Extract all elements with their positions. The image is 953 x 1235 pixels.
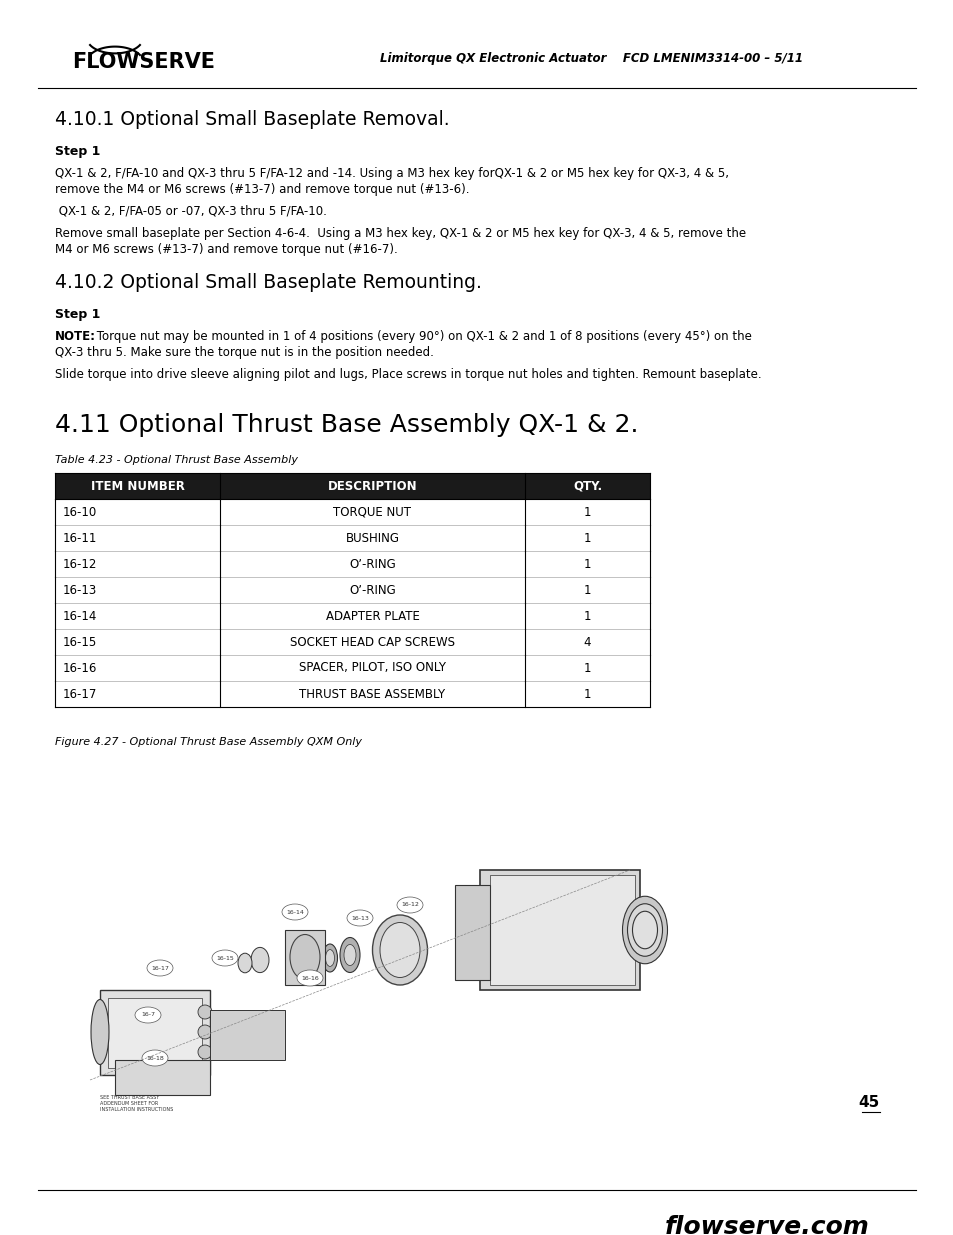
Ellipse shape [135,1007,161,1023]
Text: 16-7: 16-7 [141,1013,154,1018]
Text: 45: 45 [858,1095,879,1110]
Text: 16-18: 16-18 [146,1056,164,1061]
Text: remove the M4 or M6 screws (#13-7) and remove torque nut (#13-6).: remove the M4 or M6 screws (#13-7) and r… [55,183,469,196]
Bar [285,930,325,986]
Text: Table 4.23 - Optional Thrust Base Assembly: Table 4.23 - Optional Thrust Base Assemb… [55,454,297,466]
Text: 4: 4 [583,636,591,648]
Text: 16-10: 16-10 [63,505,97,519]
Text: SPACER, PILOT, ISO ONLY: SPACER, PILOT, ISO ONLY [298,662,446,674]
Text: 16-16: 16-16 [63,662,97,674]
Text: 16-12: 16-12 [400,903,418,908]
Text: Step 1: Step 1 [55,144,100,158]
Ellipse shape [339,937,359,972]
Ellipse shape [632,911,657,948]
Text: THRUST BASE ASSEMBLY: THRUST BASE ASSEMBLY [299,688,445,700]
Text: Torque nut may be mounted in 1 of 4 positions (every 90°) on QX-1 & 2 and 1 of 8: Torque nut may be mounted in 1 of 4 posi… [92,330,751,343]
Ellipse shape [622,897,667,963]
Text: QX-3 thru 5. Make sure the torque nut is in the position needed.: QX-3 thru 5. Make sure the torque nut is… [55,346,434,359]
Bar [455,885,490,981]
Text: 16-14: 16-14 [286,909,304,914]
Text: TORQUE NUT: TORQUE NUT [334,505,411,519]
Text: Slide torque into drive sleeve aligning pilot and lugs, Place screws in torque n: Slide torque into drive sleeve aligning … [55,368,760,382]
Ellipse shape [372,915,427,986]
Ellipse shape [322,944,337,972]
Text: 16-15: 16-15 [216,956,233,961]
Text: Remove small baseplate per Section 4-6-4.  Using a M3 hex key, QX-1 & 2 or M5 he: Remove small baseplate per Section 4-6-4… [55,227,745,240]
Text: 16-12: 16-12 [63,557,97,571]
Text: BUSHING: BUSHING [345,531,399,545]
Text: SOCKET HEAD CAP SCREWS: SOCKET HEAD CAP SCREWS [290,636,455,648]
Ellipse shape [290,935,319,979]
Ellipse shape [347,910,373,926]
Ellipse shape [282,904,308,920]
Text: DESCRIPTION: DESCRIPTION [327,479,416,493]
Ellipse shape [212,950,237,966]
Text: 16-13: 16-13 [63,583,97,597]
Text: Oʼ-RING: Oʼ-RING [349,557,395,571]
Text: Limitorque QX Electronic Actuator    FCD LMENIM3314-00 – 5/11: Limitorque QX Electronic Actuator FCD LM… [379,52,802,65]
Text: SEE THRUST BASE ASSY
ADDENDUM SHEET FOR
INSTALLATION INSTRUCTIONS: SEE THRUST BASE ASSY ADDENDUM SHEET FOR … [100,1095,173,1112]
Ellipse shape [198,1045,212,1058]
Ellipse shape [198,1025,212,1039]
Text: 1: 1 [583,557,591,571]
Text: 1: 1 [583,531,591,545]
Text: 16-17: 16-17 [63,688,97,700]
Text: 16-11: 16-11 [63,531,97,545]
Text: 16-15: 16-15 [63,636,97,648]
Text: ITEM NUMBER: ITEM NUMBER [91,479,184,493]
Text: flowserve.com: flowserve.com [664,1215,869,1235]
Ellipse shape [379,923,419,977]
Ellipse shape [627,904,661,956]
Ellipse shape [91,999,109,1065]
Ellipse shape [344,945,355,966]
Text: QX-1 & 2, F/FA-10 and QX-3 thru 5 F/FA-12 and -14. Using a M3 hex key forQX-1 & : QX-1 & 2, F/FA-10 and QX-3 thru 5 F/FA-1… [55,167,728,180]
Bar [55,473,649,499]
Text: 16-13: 16-13 [351,915,369,920]
Text: 1: 1 [583,662,591,674]
Ellipse shape [237,953,252,973]
Ellipse shape [396,897,422,913]
Text: Oʼ-RING: Oʼ-RING [349,583,395,597]
Bar [490,876,635,986]
Text: 16-16: 16-16 [301,976,318,981]
Ellipse shape [198,1005,212,1019]
Bar [100,990,210,1074]
Text: 16-17: 16-17 [151,966,169,971]
Bar [108,998,202,1068]
Ellipse shape [142,1050,168,1066]
Ellipse shape [325,950,335,967]
Text: 1: 1 [583,610,591,622]
Text: ADAPTER PLATE: ADAPTER PLATE [325,610,419,622]
Text: FLOWSERVE: FLOWSERVE [71,52,214,72]
Text: M4 or M6 screws (#13-7) and remove torque nut (#16-7).: M4 or M6 screws (#13-7) and remove torqu… [55,243,397,256]
Text: QX-1 & 2, F/FA-05 or -07, QX-3 thru 5 F/FA-10.: QX-1 & 2, F/FA-05 or -07, QX-3 thru 5 F/… [55,205,327,219]
Bar [210,1010,285,1060]
Ellipse shape [251,947,269,973]
Text: 4.11 Optional Thrust Base Assembly QX-1 & 2.: 4.11 Optional Thrust Base Assembly QX-1 … [55,412,638,437]
Text: Figure 4.27 - Optional Thrust Base Assembly QXM Only: Figure 4.27 - Optional Thrust Base Assem… [55,737,361,747]
Ellipse shape [147,960,172,976]
Text: 1: 1 [583,583,591,597]
Text: Step 1: Step 1 [55,308,100,321]
Text: 1: 1 [583,505,591,519]
Text: 4.10.1 Optional Small Baseplate Removal.: 4.10.1 Optional Small Baseplate Removal. [55,110,449,128]
Bar [479,869,639,990]
Text: 4.10.2 Optional Small Baseplate Remounting.: 4.10.2 Optional Small Baseplate Remounti… [55,273,481,291]
Ellipse shape [296,969,323,986]
Text: 16-14: 16-14 [63,610,97,622]
Bar [115,1060,210,1095]
Text: NOTE:: NOTE: [55,330,96,343]
Text: 1: 1 [583,688,591,700]
Text: QTY.: QTY. [573,479,601,493]
